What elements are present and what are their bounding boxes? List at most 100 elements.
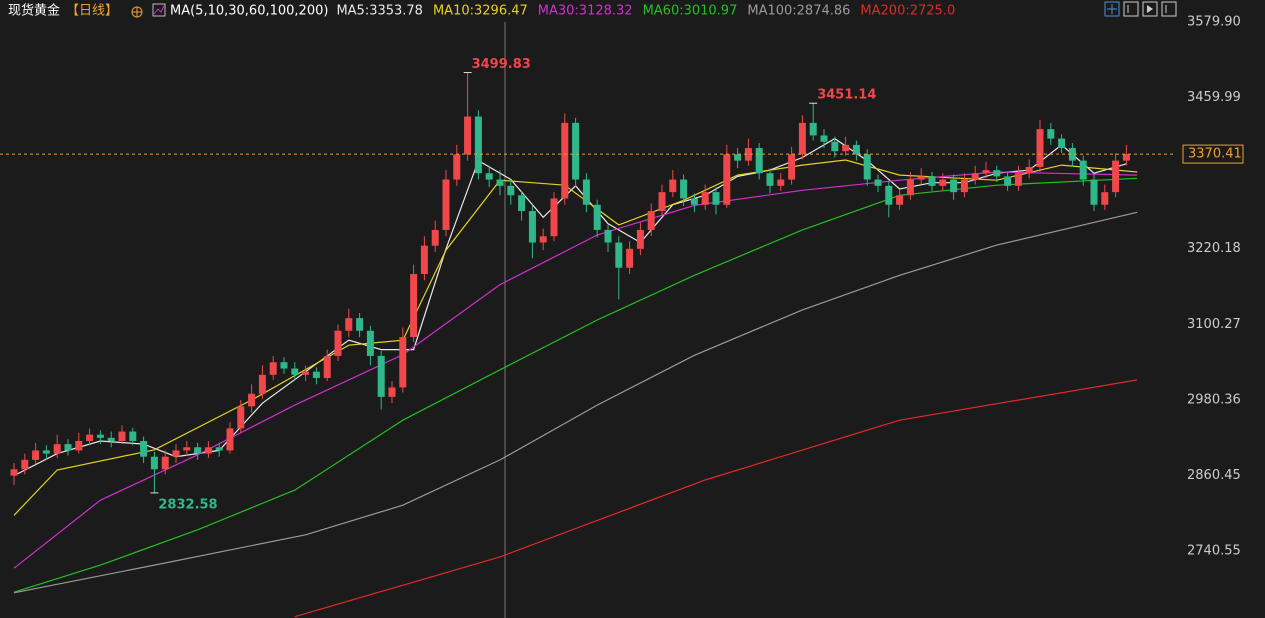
candle-body [10, 469, 18, 476]
candle-body [258, 374, 266, 394]
chart-title: 现货黄金 [8, 3, 60, 19]
candle-body [399, 337, 407, 388]
candle-body [820, 135, 828, 142]
candle-body [1058, 138, 1066, 149]
candle-body [334, 330, 342, 356]
y-tick-label: 3100.27 [1187, 317, 1241, 332]
candle-body [496, 179, 504, 186]
candle-body [302, 371, 310, 375]
candle-body [539, 236, 547, 243]
candle-body [366, 330, 374, 356]
candle-body [1112, 160, 1120, 193]
candle-body [1025, 166, 1033, 174]
candle-body [226, 428, 234, 451]
candle-body [474, 116, 482, 174]
candle-body [993, 170, 1001, 177]
candle-body [690, 198, 698, 205]
candle-body [248, 393, 256, 407]
candle-body [323, 355, 331, 378]
y-tick-label: 3579.90 [1187, 15, 1241, 30]
candle-body [1014, 173, 1022, 186]
indicator-icon[interactable] [152, 3, 166, 17]
candle-body [939, 179, 947, 186]
candle-body [885, 185, 893, 205]
y-tick-label: 3220.18 [1187, 241, 1241, 256]
legend-entry: MA200:2725.0 [860, 4, 955, 19]
candle-body [129, 431, 137, 441]
legend-entry: MA10:3296.47 [433, 4, 528, 19]
ma-line [13, 171, 1138, 569]
candle-body [64, 444, 72, 451]
candle-body [982, 170, 990, 174]
candle-body [647, 211, 655, 230]
legend-entry: MA5:3353.78 [336, 4, 423, 19]
candle-body [906, 179, 914, 196]
candle-body [798, 122, 806, 155]
candle-body [572, 122, 580, 180]
candle-body [874, 179, 882, 186]
candle-body [680, 179, 688, 199]
candle-body [734, 154, 742, 161]
annotation: 3451.14 [817, 88, 876, 103]
candle-body [204, 447, 212, 454]
candle-body [701, 192, 709, 205]
legend-entry: MA60:3010.97 [643, 4, 738, 19]
candle-body [21, 459, 29, 470]
candle-body [950, 179, 958, 193]
candle-body [291, 368, 299, 375]
y-tick-label: 2860.45 [1187, 468, 1241, 483]
candle-body [312, 371, 320, 378]
candle-body [420, 245, 428, 275]
candle-body [777, 179, 785, 186]
candle-body [388, 387, 396, 397]
y-tick-label: 2980.36 [1187, 392, 1241, 407]
candle-body [140, 440, 148, 457]
candle-body [626, 248, 634, 268]
candle-body [755, 148, 763, 174]
legend-entry: MA100:2874.86 [747, 4, 850, 19]
candle-body [269, 362, 277, 375]
y-tick-label: 3459.99 [1187, 90, 1241, 105]
candle-body [636, 229, 644, 249]
candle-body [237, 406, 245, 429]
candle-body [528, 211, 536, 243]
candle-body [658, 192, 666, 212]
add-icon[interactable] [131, 6, 143, 18]
candle-body [442, 179, 450, 230]
candle-body [788, 154, 796, 180]
period[interactable]: 【日线】 [66, 4, 118, 19]
candle-body [96, 434, 104, 438]
candle-body [593, 204, 601, 230]
candle-body [356, 318, 364, 331]
candle-body [518, 195, 526, 212]
candle-body [485, 173, 493, 180]
toolbar[interactable] [1104, 1, 1177, 17]
last-price-box [1182, 144, 1244, 164]
candle-body [766, 173, 774, 186]
candle-body [86, 434, 94, 441]
candle-body [712, 192, 720, 205]
candle-body [550, 198, 558, 237]
candle-body [464, 116, 472, 155]
candle-body [917, 176, 925, 180]
annotation: 2832.58 [158, 497, 217, 512]
candle-body [345, 318, 353, 331]
candle-body [215, 447, 223, 451]
candle-body [1122, 154, 1130, 161]
candle-body [75, 440, 83, 451]
candle-body [32, 450, 40, 460]
candle-body [1079, 160, 1087, 180]
candle-body [183, 447, 191, 451]
candle-body [1090, 179, 1098, 205]
candle-body [971, 173, 979, 180]
candle-body [831, 141, 839, 152]
candle-body [150, 456, 158, 470]
candle-body [53, 444, 61, 454]
candle-body [1047, 129, 1055, 139]
candle-body [42, 450, 50, 454]
candle-body [723, 154, 731, 205]
candle-body [453, 154, 461, 180]
candle-body [582, 179, 590, 205]
